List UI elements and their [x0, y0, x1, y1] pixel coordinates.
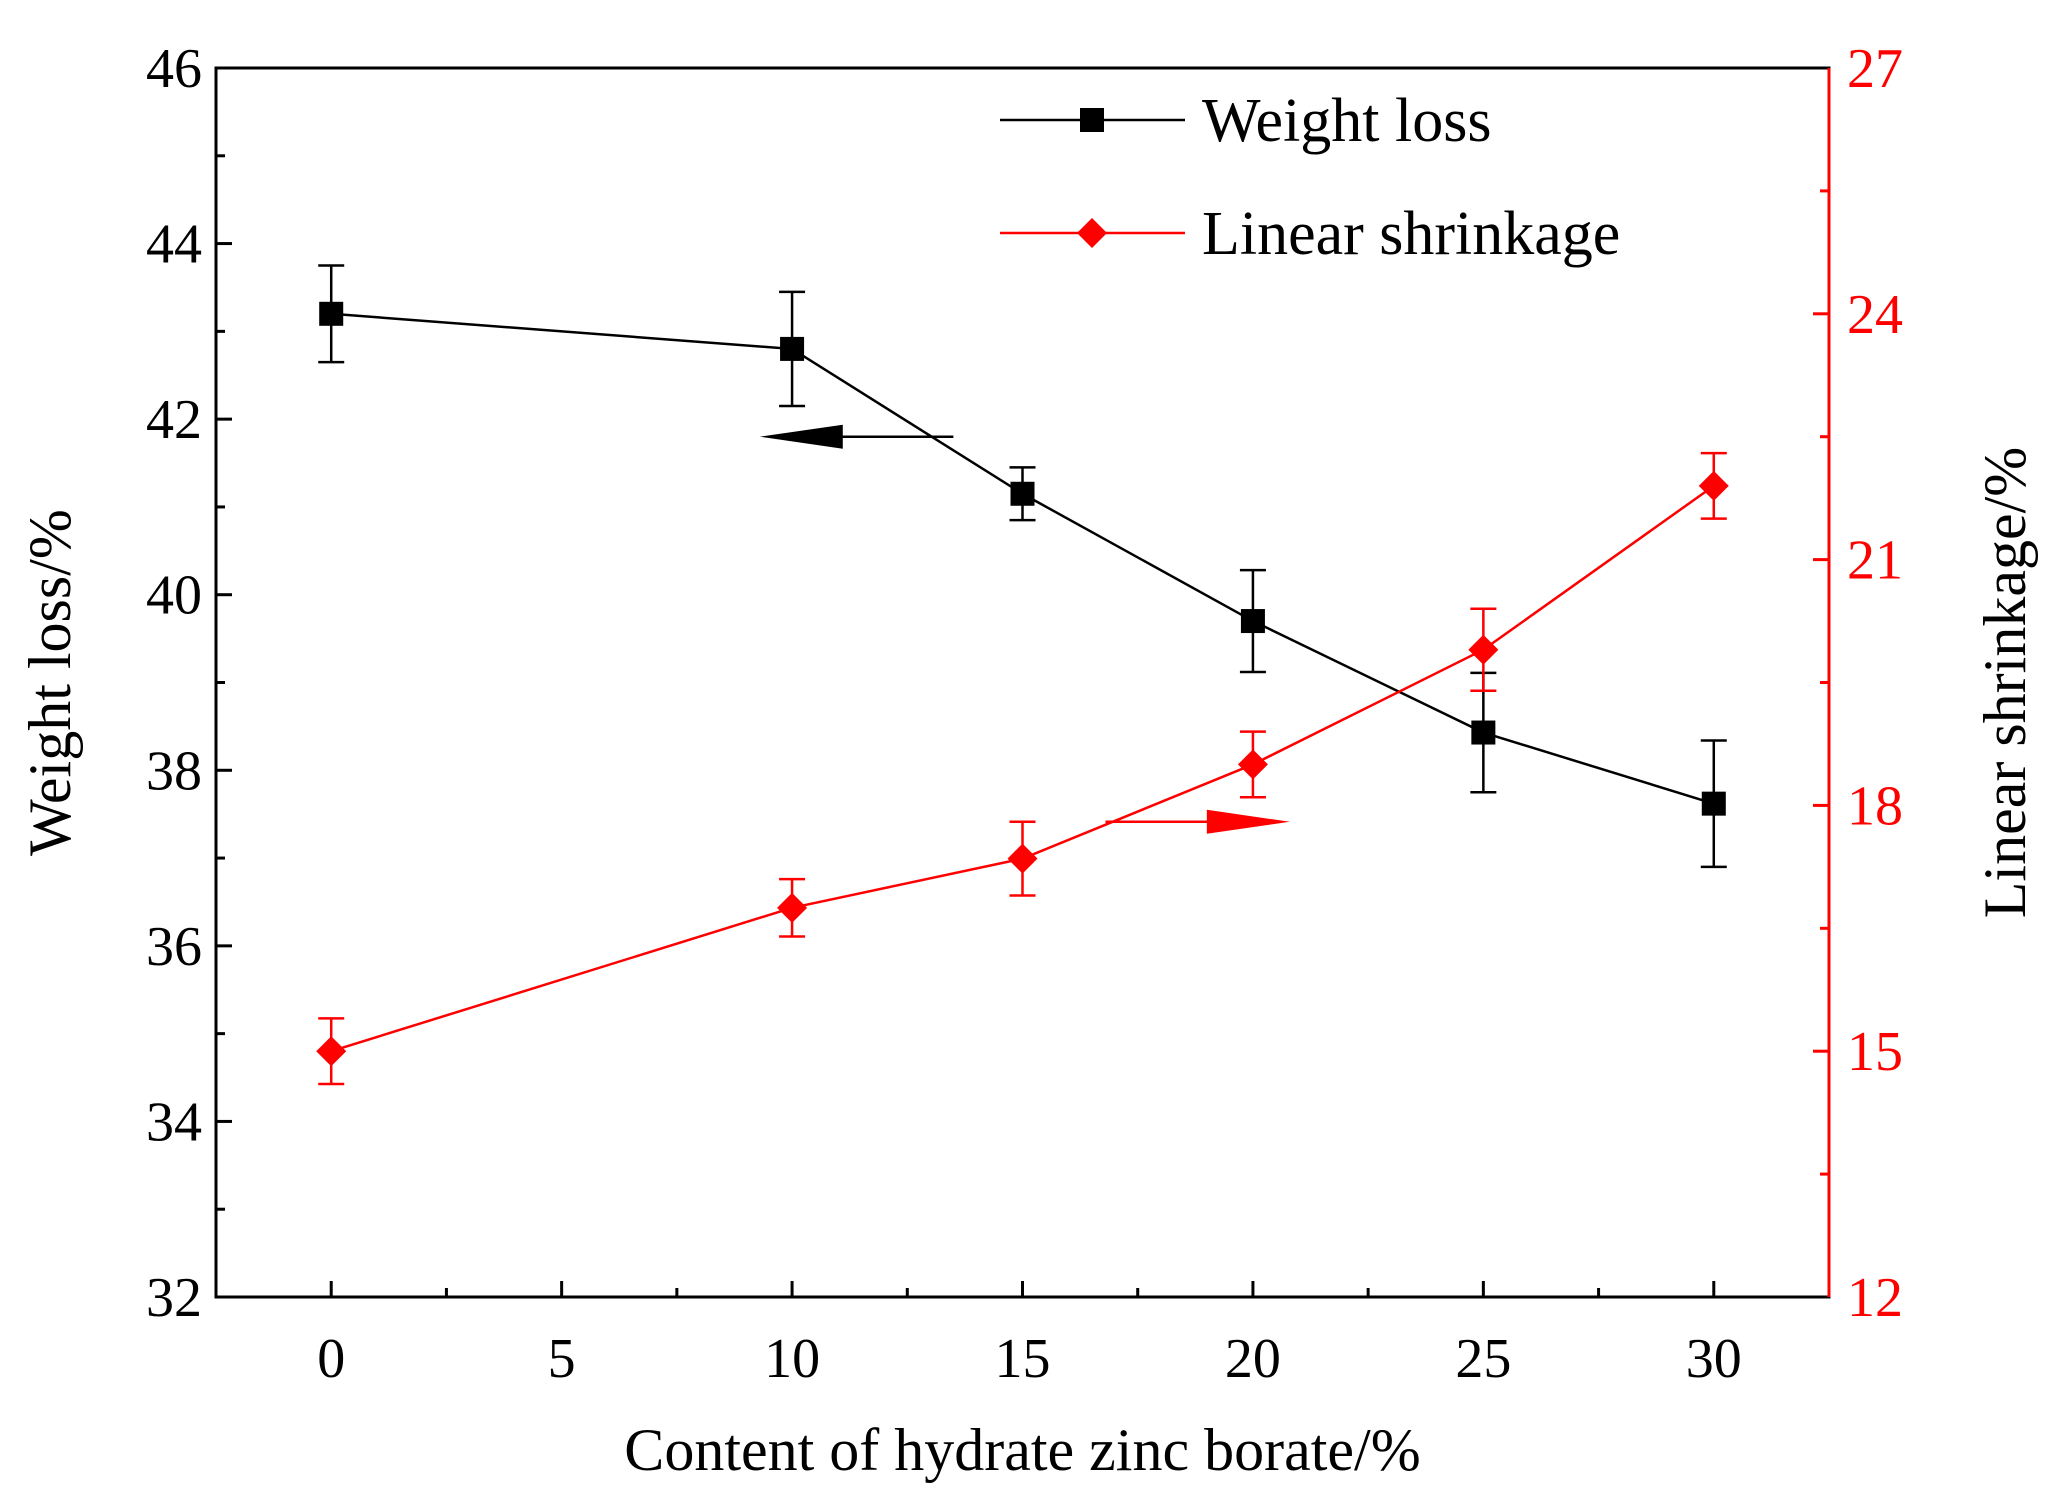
annotation-layer	[759, 424, 1290, 834]
series-weight-loss	[318, 264, 1727, 869]
right-y-tick-label: 15	[1847, 1021, 1903, 1083]
legend-entry: Weight loss	[1000, 87, 1492, 155]
x-tick-label: 10	[764, 1328, 820, 1390]
series-linear-shrinkage	[316, 451, 1729, 1086]
x-tick-label: 20	[1225, 1328, 1281, 1390]
left-y-tick-label: 38	[146, 740, 202, 802]
x-tick-label: 5	[548, 1328, 576, 1390]
data-point	[780, 336, 805, 361]
data-point	[1240, 609, 1265, 634]
left-y-tick-label: 46	[146, 38, 202, 100]
right-y-tick-label: 24	[1847, 284, 1903, 346]
left-y-tick-label: 42	[146, 389, 202, 451]
data-point	[1701, 791, 1726, 816]
legend-label: Weight loss	[1202, 87, 1492, 155]
right-axis-arrow-head	[1206, 809, 1290, 834]
left-y-axis-label: Weight loss/%	[17, 509, 83, 856]
legend-marker	[1080, 108, 1104, 132]
data-point	[1698, 470, 1729, 501]
legend-label: Linear shrinkage	[1202, 200, 1620, 268]
tick-label-layer: 0 5 10 15 20 25 30 32 34 36 38 40 42 44 46 12 15 18 21 24 27	[146, 38, 1903, 1390]
x-tick-label: 0	[317, 1328, 345, 1390]
right-y-tick-label: 21	[1847, 530, 1903, 592]
left-y-tick-label: 36	[146, 916, 202, 978]
right-y-tick-label: 27	[1847, 38, 1903, 100]
x-tick-label: 25	[1455, 1328, 1511, 1390]
data-point	[1007, 843, 1038, 874]
right-y-axis-label: Linear shrinkage/%	[1972, 447, 2038, 918]
data-point	[1237, 749, 1268, 780]
left-y-tick-label: 34	[146, 1091, 202, 1153]
left-axis-arrow-head	[759, 424, 843, 449]
right-y-tick-label: 18	[1847, 775, 1903, 837]
x-axis-label: Content of hydrate zinc borate/%	[624, 1417, 1420, 1483]
data-point	[1468, 634, 1499, 665]
series-line	[331, 312, 1715, 805]
legend-marker	[1077, 218, 1107, 248]
data-point	[777, 892, 808, 923]
data-point	[316, 1036, 347, 1067]
data-point	[1471, 720, 1496, 745]
left-y-tick-label: 32	[146, 1267, 202, 1329]
series-layer	[316, 264, 1729, 1086]
x-tick-label: 15	[995, 1328, 1051, 1390]
data-point	[1010, 481, 1035, 506]
legend-entry: Linear shrinkage	[1000, 200, 1620, 268]
data-point	[319, 301, 344, 326]
left-y-tick-label: 40	[146, 565, 202, 627]
series-line	[330, 484, 1715, 1053]
x-tick-label: 30	[1686, 1328, 1742, 1390]
right-y-tick-label: 12	[1847, 1267, 1903, 1329]
legend: Weight loss Linear shrinkage	[1000, 87, 1620, 268]
left-y-tick-label: 44	[146, 214, 202, 276]
